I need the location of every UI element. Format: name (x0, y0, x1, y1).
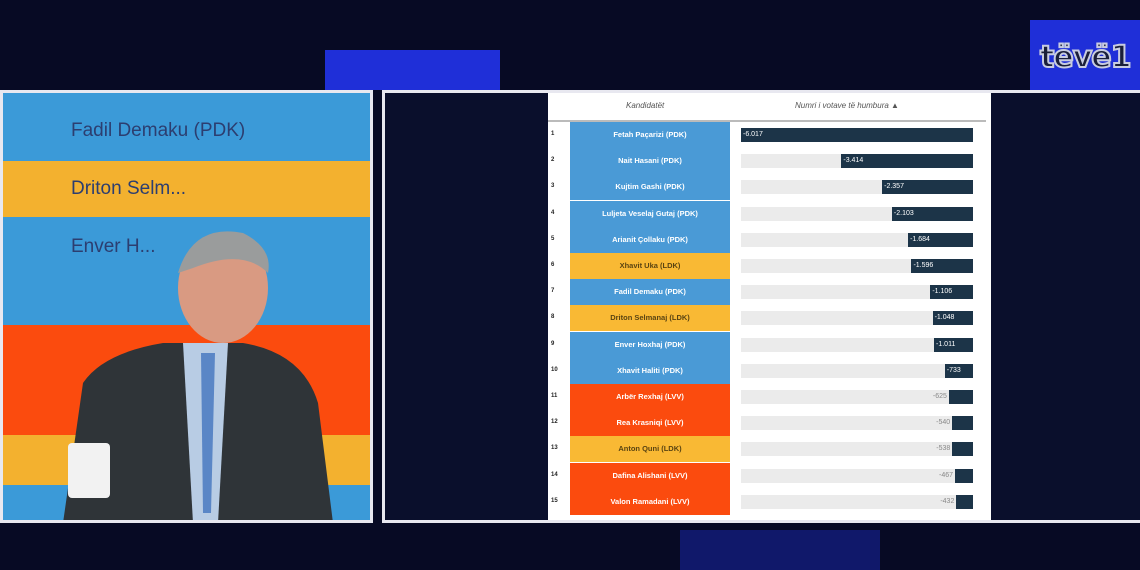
bar-track: -1.048 (741, 311, 973, 326)
bar (952, 442, 973, 457)
candidate-name: Arianit Çollaku (PDK) (570, 226, 730, 253)
bar (841, 154, 973, 169)
bar (930, 285, 973, 300)
bar-track: -540 (741, 416, 973, 431)
bar (955, 468, 973, 483)
bar (944, 363, 973, 378)
bar-track: -432 (741, 494, 973, 509)
candidate-name: Xhavit Haliti (PDK) (570, 357, 730, 384)
candidate-name: Dafina Alishani (LVV) (570, 462, 730, 489)
bar-track: -538 (741, 442, 973, 457)
bar (934, 337, 973, 352)
rank-number: 15 (551, 497, 558, 504)
bar (948, 390, 973, 404)
candidate-name: Fetah Paçarizi (PDK) (570, 122, 730, 148)
bar-track: -2.103 (741, 206, 973, 221)
bar-value-label: -467 (938, 471, 953, 479)
background-block (680, 530, 880, 570)
bar-value-label: -6.017 (743, 131, 763, 138)
rank-number: 11 (551, 393, 558, 399)
bar-value-label: -625 (932, 393, 947, 400)
bar-track: -1.106 (741, 285, 973, 300)
candidate-name: Fadil Demaku (PDK) (570, 279, 730, 306)
presenter-figure (63, 231, 333, 520)
bar-track: -733 (741, 363, 973, 378)
candidate-name: Enver Hoxhaj (PDK) (570, 331, 730, 358)
rank-number: 12 (551, 419, 558, 426)
bar-value-label: -1.048 (934, 314, 955, 322)
studio-screen-left: Fadil Demaku (PDK) Driton Selm... Enver … (0, 90, 373, 523)
rank-number: 7 (551, 288, 555, 295)
rank-number: 14 (551, 471, 558, 478)
bar (932, 311, 973, 326)
bar-value-label: -540 (936, 419, 951, 427)
bar (911, 259, 973, 273)
bar (956, 494, 973, 509)
rank-number: 9 (551, 340, 555, 347)
channel-logo: tëvë1 (1039, 39, 1132, 76)
screen-band: Driton Selm... (3, 161, 370, 217)
candidate-name: Xhavit Uka (LDK) (570, 253, 730, 279)
bar (891, 206, 973, 221)
bar-track: -2.357 (741, 180, 973, 195)
rank-number: 10 (551, 366, 558, 373)
bar-value-label: -1.106 (932, 288, 953, 296)
votes-lost-chart: Kandidatët Numri i votave të humbura ▲ 1… (548, 93, 991, 520)
bar-value-label: -3.414 (843, 157, 864, 165)
candidate-name: Valon Ramadani (LVV) (570, 488, 730, 515)
rank-number: 6 (551, 262, 555, 268)
bar-value-label: -2.103 (893, 209, 914, 217)
background-block (325, 50, 500, 90)
rank-number: 1 (551, 131, 555, 137)
candidate-name: Nait Hasani (PDK) (570, 148, 730, 175)
bar-value-label: -2.357 (884, 183, 904, 191)
candidate-name: Arbër Rexhaj (LVV) (570, 384, 730, 410)
column-header-candidates: Kandidatët (626, 101, 665, 110)
bar-value-label: -538 (936, 445, 951, 453)
bar (882, 180, 973, 195)
candidate-name: Driton Selmanaj (LDK) (570, 305, 730, 332)
bar-track: -6.017 (741, 128, 973, 142)
candidate-name: Kujtim Gashi (PDK) (570, 174, 730, 201)
rank-number: 5 (551, 235, 555, 242)
header-divider (548, 120, 986, 122)
bar-value-label: -432 (940, 497, 955, 505)
bar-track: -1.596 (741, 259, 973, 273)
bar-value-label: -733 (946, 366, 961, 374)
bar-track: -3.414 (741, 154, 973, 169)
rank-number: 4 (551, 209, 555, 216)
rank-number: 3 (551, 183, 555, 190)
bar (908, 232, 973, 247)
bar-track: -625 (741, 390, 973, 404)
column-header-votes: Numri i votave të humbura ▲ (795, 101, 899, 110)
rank-number: 13 (551, 445, 558, 452)
bar-value-label: -1.596 (913, 262, 934, 269)
candidate-name: Luljeta Veselaj Gutaj (PDK) (570, 200, 730, 227)
bar-value-label: -1.684 (910, 235, 930, 243)
rank-number: 2 (551, 157, 555, 164)
bar-track: -1.011 (741, 337, 973, 352)
bar-track: -1.684 (741, 232, 973, 247)
bar (952, 416, 973, 431)
screen-band: Fadil Demaku (PDK) (3, 103, 370, 159)
studio-screen-right: Kandidatët Numri i votave të humbura ▲ 1… (382, 90, 1140, 523)
bar-track: -467 (741, 468, 973, 483)
candidate-name: Rea Krasniqi (LVV) (570, 410, 730, 437)
bar (741, 128, 973, 142)
background-block (1030, 20, 1140, 90)
rank-number: 8 (551, 314, 555, 321)
bar-value-label: -1.011 (936, 340, 956, 348)
candidate-name: Anton Quni (LDK) (570, 436, 730, 463)
